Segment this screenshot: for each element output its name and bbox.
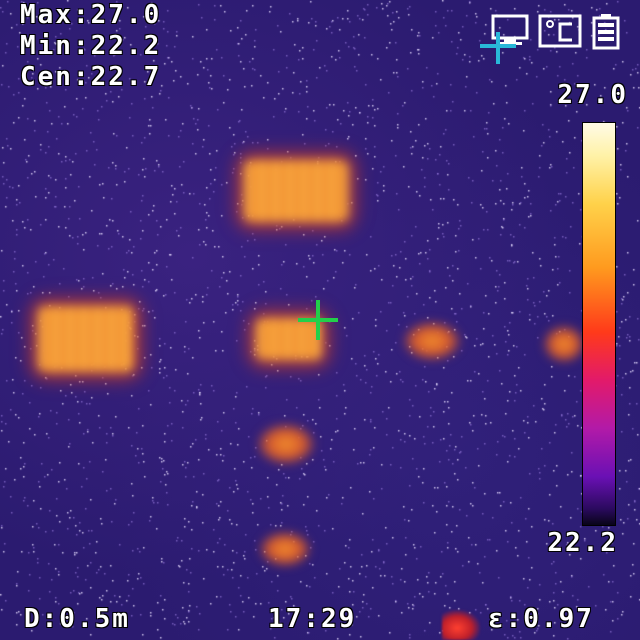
center-readout: Cen: 22.7 (20, 62, 162, 92)
hot-spot (404, 322, 460, 360)
celsius-icon[interactable] (538, 14, 582, 48)
display-icon[interactable] (490, 14, 530, 48)
hot-object-grid (244, 160, 348, 222)
battery-icon (592, 14, 620, 50)
center-crosshair-icon (298, 300, 338, 340)
hot-object-grid (256, 318, 322, 360)
scale-min-label: 22.2 (547, 528, 618, 558)
laser-icon (442, 610, 480, 640)
max-readout: Max: 27.0 (20, 0, 162, 30)
distance-readout: D:0.5m (24, 604, 130, 634)
emissivity-readout: ε:0.97 (488, 604, 594, 634)
color-scale-bar (582, 122, 616, 526)
min-readout: Min: 22.2 (20, 31, 162, 61)
hot-spot (258, 424, 314, 464)
scale-max-label: 27.0 (557, 80, 628, 110)
hot-spot (260, 532, 310, 566)
hot-spot (544, 326, 584, 362)
hot-object-grid (38, 306, 134, 372)
clock: 17:29 (268, 604, 357, 634)
temperature-readouts: Max: 27.0 Min: 22.2 Cen: 22.7 (20, 0, 161, 93)
max-temp-cursor-icon (480, 32, 516, 64)
